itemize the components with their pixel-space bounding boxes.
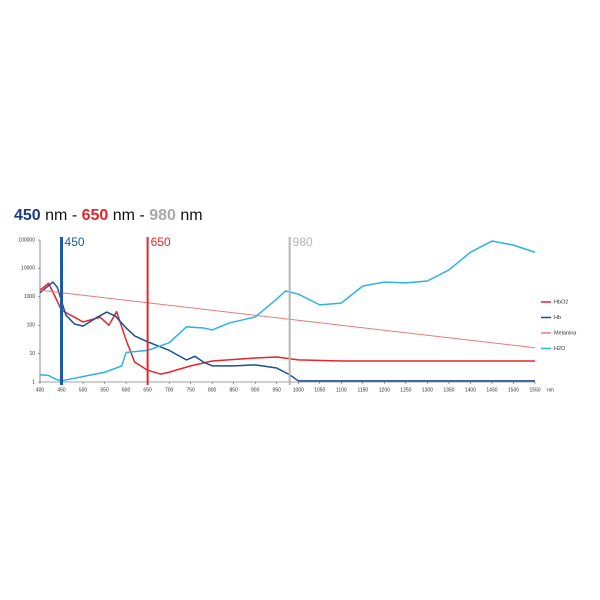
marker-label: 980	[293, 235, 313, 249]
chart-title: 450 nm - 650 nm - 980 nm	[14, 207, 203, 224]
x-tick-label: 500	[79, 387, 88, 393]
x-tick-label: 1250	[400, 387, 411, 393]
y-tick-label: 100000	[18, 237, 35, 243]
x-tick-label: 550	[100, 387, 109, 393]
legend-label: Hb	[554, 315, 561, 321]
x-tick-label: 1050	[314, 387, 325, 393]
series-line	[39, 282, 535, 375]
series-line	[39, 289, 536, 349]
x-tick-label: 900	[251, 387, 260, 393]
marker-label: 450	[65, 235, 85, 249]
title-part: 450	[14, 207, 41, 224]
legend-label: HbO2	[554, 299, 568, 305]
x-tick-label: 1350	[443, 387, 454, 393]
x-tick-label: 1150	[357, 387, 368, 393]
series-line	[39, 240, 536, 382]
x-tick-label: 600	[122, 387, 131, 393]
x-tick-label: 1400	[465, 387, 476, 393]
y-tick-label: 10	[29, 351, 35, 357]
x-tick-label: 1200	[379, 387, 390, 393]
x-tick-label: 1000	[293, 387, 304, 393]
x-tick-label: 650	[143, 387, 152, 393]
title-part: nm	[176, 207, 203, 224]
series-line	[39, 281, 535, 382]
x-tick-label: 950	[273, 387, 282, 393]
legend-label: H2O	[554, 346, 566, 352]
x-tick-label: 700	[165, 387, 174, 393]
legend-label: Melanina	[554, 330, 577, 336]
x-unit: nm	[547, 387, 554, 393]
title-part: nm -	[41, 207, 82, 224]
title-part: nm -	[108, 207, 149, 224]
title-part: 980	[149, 207, 176, 224]
title-part: 650	[82, 207, 109, 224]
x-tick-label: 800	[208, 387, 217, 393]
y-tick-label: 100	[27, 323, 36, 329]
x-tick-label: 1300	[422, 387, 433, 393]
x-tick-label: 450	[57, 387, 66, 393]
x-tick-label: 850	[230, 387, 239, 393]
y-tick-label: 10000	[21, 266, 35, 272]
marker-label: 650	[151, 235, 171, 249]
x-tick-label: 1450	[486, 387, 497, 393]
y-tick-label: 1000	[24, 294, 35, 300]
x-tick-label: 750	[186, 387, 195, 393]
x-tick-label: 1550	[529, 387, 540, 393]
x-tick-label: 1100	[336, 387, 347, 393]
x-tick-label: 1500	[508, 387, 519, 393]
x-tick-label: 400	[36, 387, 45, 393]
y-tick-label: 1	[32, 379, 35, 385]
